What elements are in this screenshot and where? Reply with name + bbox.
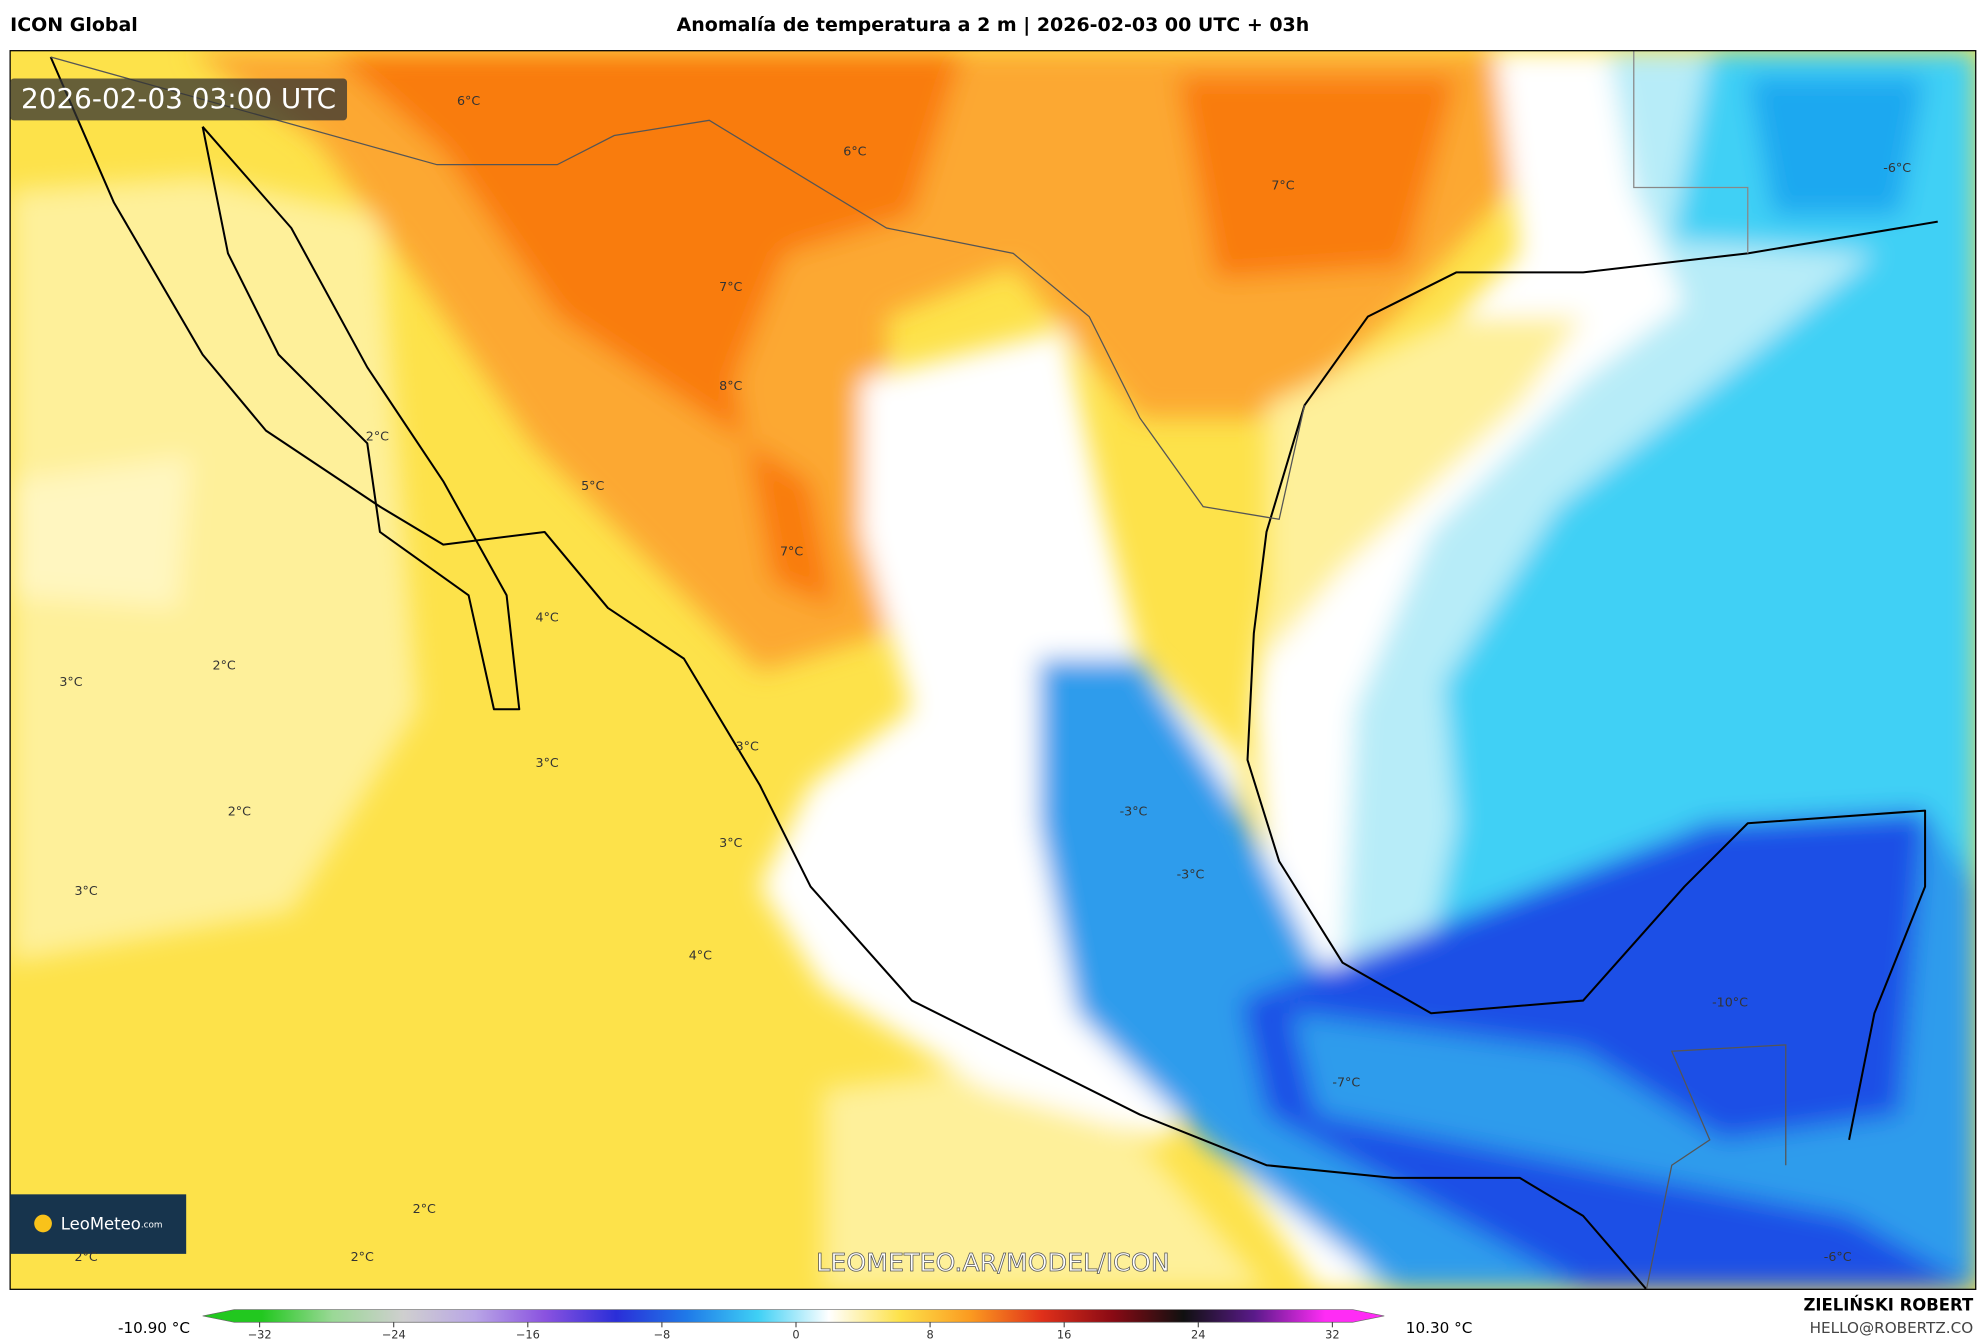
shade (1266, 316, 1584, 659)
shade (823, 1063, 1267, 1290)
title: Anomalía de temperatura a 2 m | 2026-02-… (677, 14, 1310, 36)
time-badge (10, 78, 348, 121)
valid-time: 2026-02-03 03:00 UTC (21, 82, 336, 115)
map-label: 3°C (536, 755, 559, 770)
map-label: 2°C (366, 428, 389, 443)
colorbar-ticks: −32 −24 −16 −8 0 8 16 24 32 (248, 1322, 1340, 1339)
coastline (49, 56, 1648, 1290)
watermark: LEOMETEO.AR/MODEL/ICON (816, 1247, 1170, 1277)
colorbar-tick-label: −24 (382, 1327, 406, 1339)
map-label: 4°C (536, 610, 559, 625)
logo-sun (34, 1214, 52, 1233)
map-field (10, 50, 1976, 1290)
colorbar-tick-label: 32 (1325, 1327, 1339, 1339)
shade (1177, 76, 1457, 279)
border (1633, 50, 1749, 254)
map-label: 4°C (689, 948, 712, 963)
map-label: 3°C (719, 835, 742, 850)
colorbar-tick-label: 16 (1057, 1327, 1071, 1339)
colorbar-tick-label: −8 (654, 1327, 671, 1339)
colorbar-tick-label: 0 (792, 1327, 799, 1339)
coastline (1246, 220, 1938, 1141)
model-name: ICON Global (10, 14, 138, 36)
logo-name: LeoMeteo (61, 1214, 141, 1233)
map-label: 7°C (719, 279, 742, 294)
logo-text: LeoMeteo.com (61, 1214, 163, 1233)
map-label: 2°C (351, 1249, 374, 1264)
map-label: -6°C (1883, 160, 1911, 175)
map-label: 3°C (75, 883, 98, 898)
map-label: -10°C (1712, 995, 1748, 1010)
coastline (201, 126, 521, 711)
colorbar (202, 1309, 1385, 1323)
colorbar-max: 10.30 °C (1406, 1319, 1473, 1337)
shade (329, 50, 963, 608)
map-label: 2°C (75, 1249, 98, 1264)
borders (50, 50, 1787, 1290)
map-label: -3°C (1177, 867, 1205, 882)
map-label: 6°C (457, 93, 480, 108)
border (1645, 1044, 1787, 1290)
map-label: -3°C (1120, 803, 1148, 818)
border (50, 56, 1306, 521)
colorbar-tick-label: 8 (926, 1327, 933, 1339)
colorbar-tick-label: −16 (516, 1327, 540, 1339)
colorbar-min: -10.90 °C (118, 1319, 190, 1337)
colorbar-tick-label: 24 (1191, 1327, 1205, 1339)
map-label: -6°C (1824, 1249, 1852, 1264)
map-label: 2°C (413, 1201, 436, 1216)
map-label: 6°C (843, 144, 866, 159)
coastlines (49, 56, 1938, 1290)
map-label: 2°C (213, 658, 236, 673)
colorbar-tick-label: −32 (248, 1327, 272, 1339)
map-label: 3°C (736, 739, 759, 754)
map-label: 8°C (719, 378, 742, 393)
map-label: -7°C (1332, 1074, 1360, 1089)
map-frame (9, 50, 1977, 1290)
shade (10, 455, 190, 608)
email: HELLO@ROBERTZ.CO (1810, 1319, 1974, 1337)
shade (1241, 810, 1976, 1290)
shade (10, 177, 418, 963)
map-label: 7°C (1271, 178, 1294, 193)
anomaly-shading (10, 50, 1976, 1290)
map-label: 2°C (228, 803, 251, 818)
map-labels: 6°C 6°C 7°C -6°C 7°C 8°C 2°C 5°C 7°C 4°C 2°C 3°C 3°C… (59, 93, 1911, 1264)
author: ZIELIŃSKI ROBERT (1803, 1295, 1973, 1314)
shade (1747, 76, 1926, 216)
logo-domain: .com (141, 1220, 163, 1230)
map-label: 5°C (581, 478, 604, 493)
map-label: 7°C (780, 544, 803, 559)
map-label: 3°C (59, 674, 82, 689)
